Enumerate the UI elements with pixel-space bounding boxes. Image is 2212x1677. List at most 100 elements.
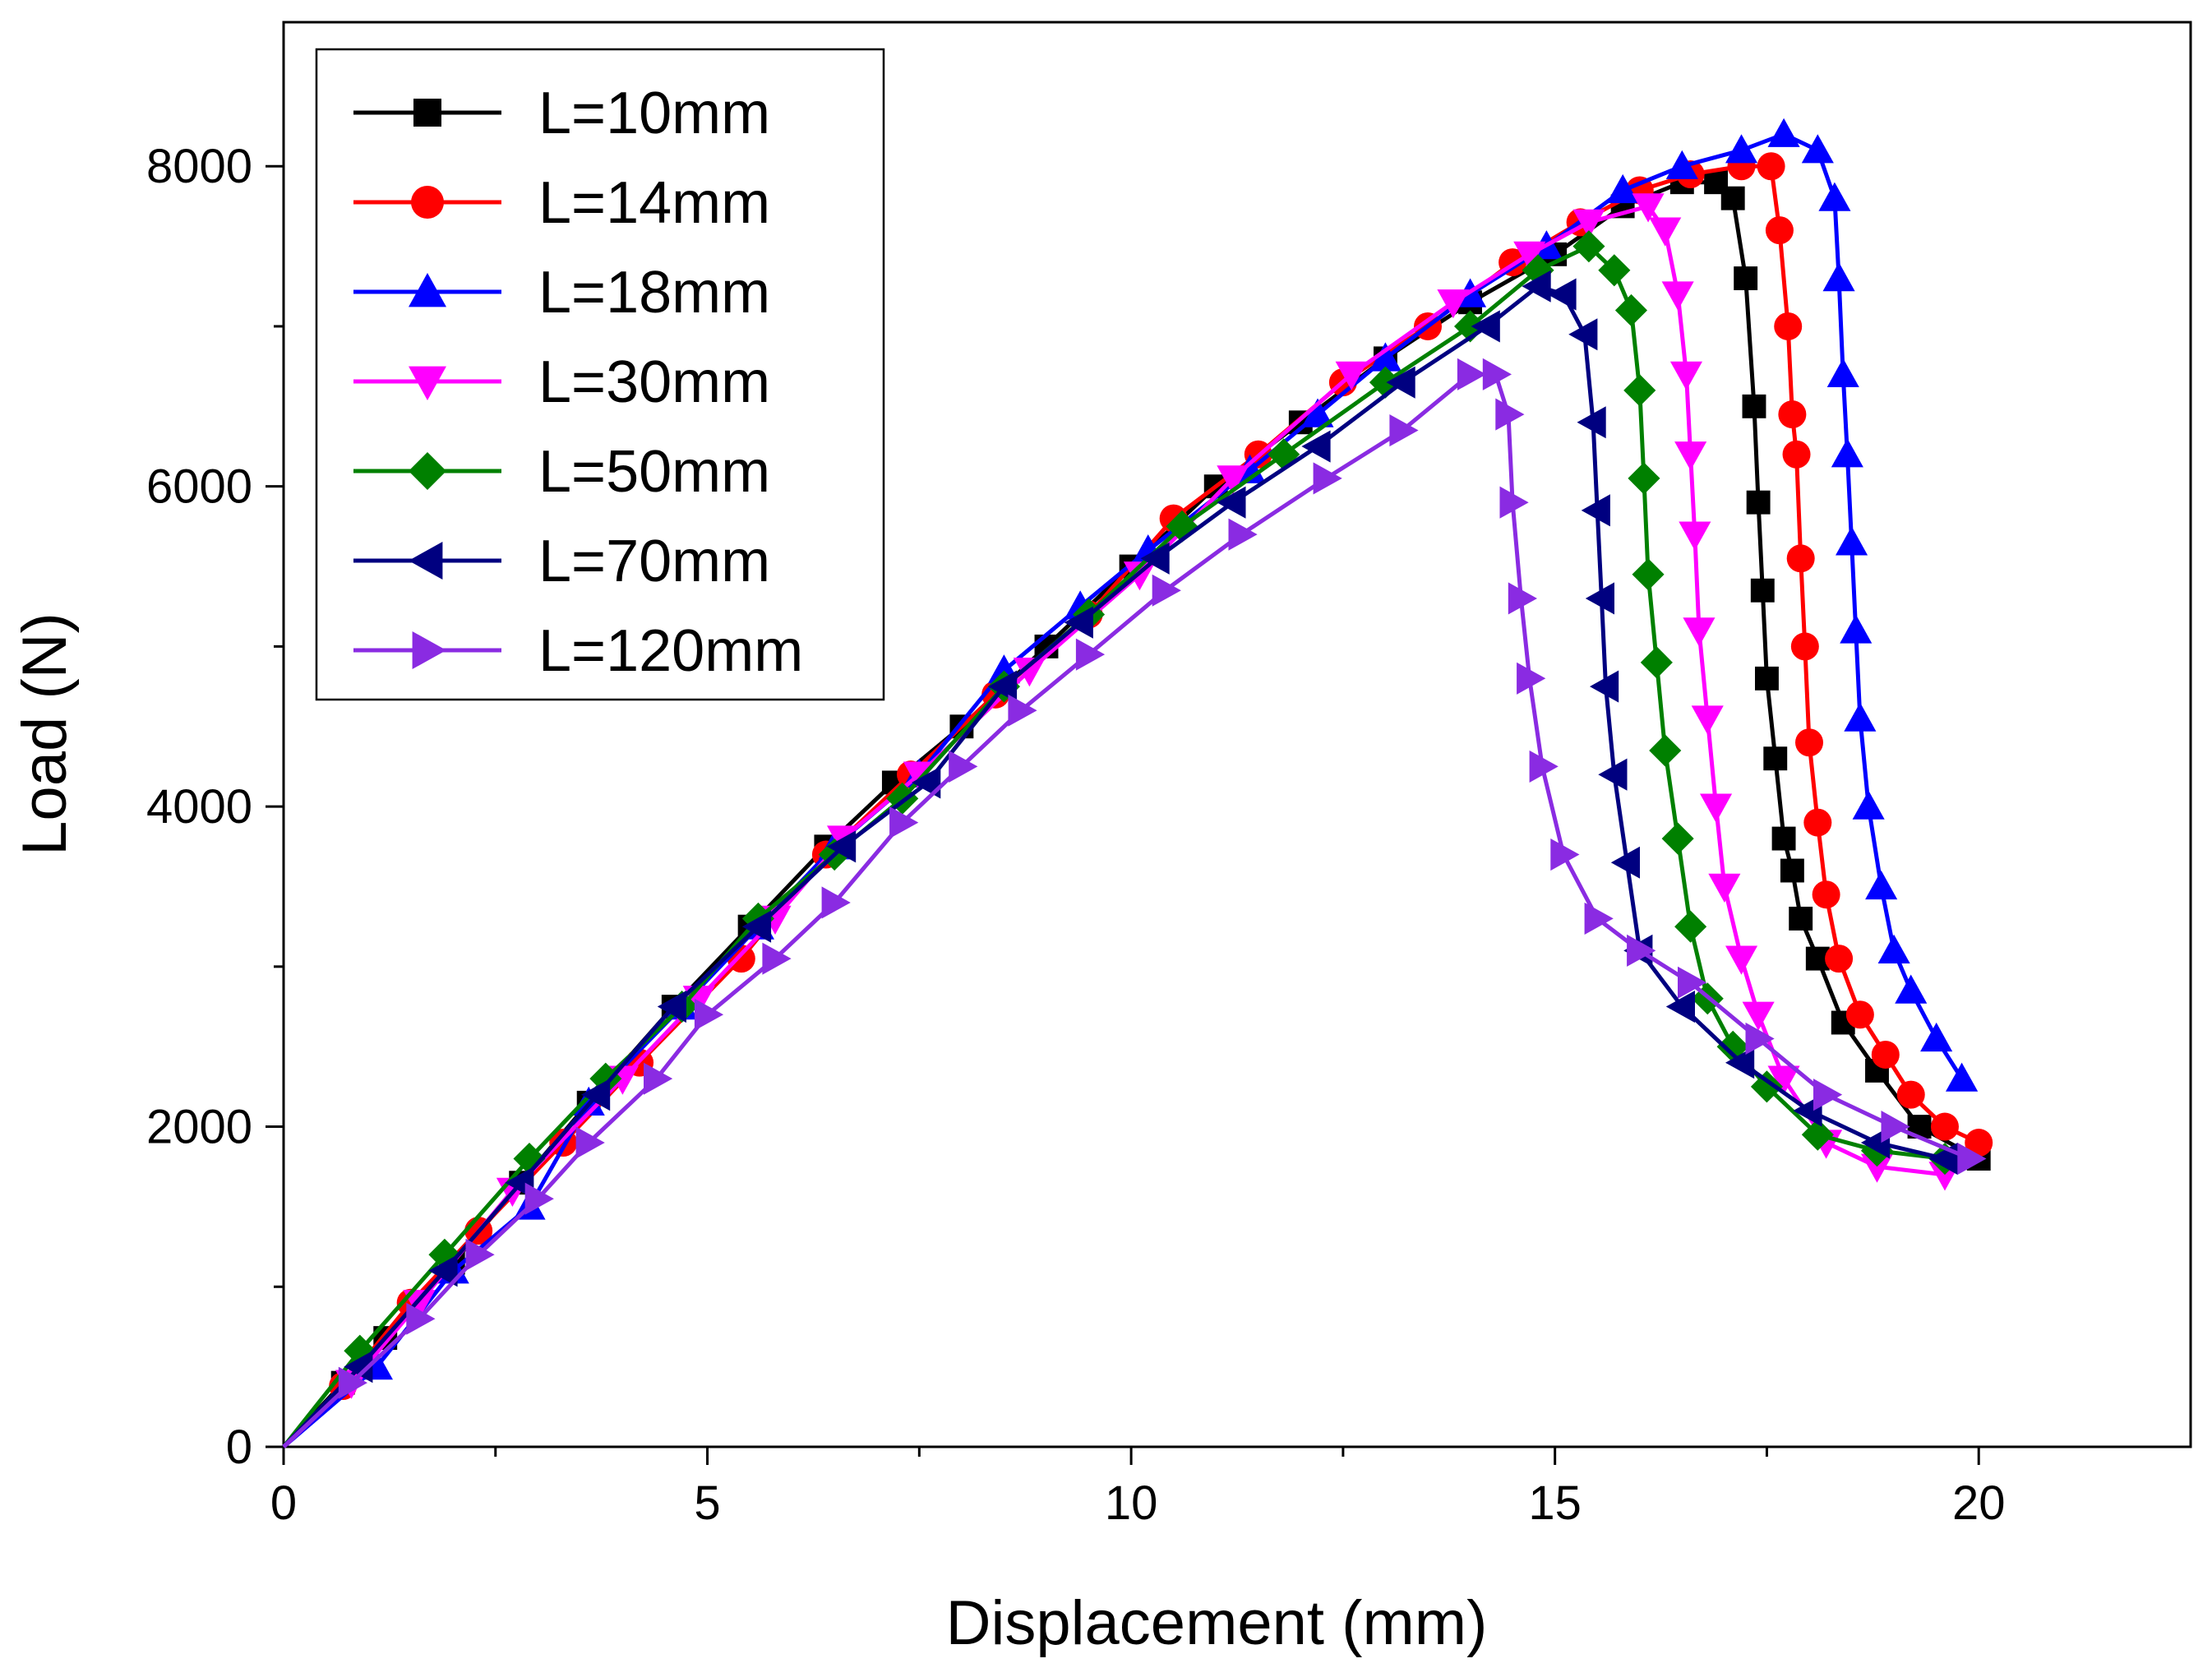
legend-label-1: L=14mm [538, 170, 770, 236]
series-2-point-18 [1665, 150, 1698, 179]
series-6-point-1 [338, 1366, 367, 1399]
series-4-point-15 [1522, 254, 1554, 287]
legend-label-5: L=70mm [538, 529, 770, 594]
series-6-point-6 [644, 1062, 673, 1095]
series-6-point-11 [949, 750, 978, 783]
legend-label-0: L=10mm [538, 81, 770, 146]
series-6-point-14 [1152, 574, 1181, 607]
legend-entry-2: L=18mm [353, 260, 770, 326]
series-2-point-30 [1865, 870, 1898, 900]
plot-frame [282, 21, 2192, 1448]
series-1-point-31 [1845, 1000, 1874, 1029]
legend-entry-0: L=10mm [353, 81, 770, 146]
series-5-point-12 [1217, 486, 1246, 519]
series-0-point-25 [1750, 578, 1775, 603]
series-6-point-4 [524, 1182, 554, 1215]
series-1-point-33 [1896, 1080, 1925, 1109]
series-3-point-10 [1123, 561, 1156, 591]
series-2-point-27 [1840, 614, 1873, 644]
series-6-point-16 [1313, 462, 1342, 495]
series-3-point-15 [1572, 209, 1605, 238]
series-3-point-24 [1700, 793, 1733, 823]
series-3-point-12 [1335, 361, 1368, 390]
x-tick-label-0: 0 [270, 1476, 297, 1530]
series-0-point-22 [1734, 266, 1758, 291]
series-1-point-26 [1790, 632, 1819, 661]
series-1-point-25 [1786, 544, 1815, 573]
series-2-point-24 [1826, 358, 1859, 387]
series-3-point-21 [1679, 521, 1711, 551]
series-4-point-25 [1674, 910, 1707, 943]
legend-marker-3 [409, 366, 446, 400]
legend-entry-4: L=50mm [353, 439, 770, 505]
series-5-point-24 [1610, 846, 1640, 879]
legend-marker-2 [409, 273, 446, 307]
series-2-point-22 [1818, 182, 1851, 211]
x-tick-label-1: 5 [694, 1476, 720, 1530]
legend-label-3: L=30mm [538, 349, 770, 415]
series-5-point-5 [657, 991, 686, 1023]
series-2-point-34 [1946, 1062, 1979, 1092]
series-5-point-19 [1577, 406, 1606, 439]
x-tick-label-4: 20 [1952, 1476, 2006, 1530]
series-4-point-20 [1628, 462, 1660, 495]
series-6-point-32 [1957, 1143, 1987, 1176]
legend-marker-1 [411, 186, 444, 219]
series-1-point-22 [1774, 312, 1803, 340]
series-4-point-21 [1632, 558, 1665, 591]
series-4-point-28 [1750, 1070, 1783, 1103]
series-6-point-26 [1584, 902, 1614, 935]
series-3-point-17 [1649, 217, 1682, 247]
series-4-point-16 [1572, 230, 1605, 263]
series-2-point-23 [1822, 262, 1855, 292]
series-4-point-18 [1614, 293, 1647, 326]
series-5-point-11 [1140, 542, 1170, 575]
series-1-point-29 [1812, 880, 1840, 909]
series-3-point-20 [1674, 441, 1707, 471]
series-6-point-17 [1389, 414, 1419, 447]
series-0-point-26 [1754, 666, 1779, 691]
series-2-point-17 [1606, 173, 1639, 204]
y-tick-label-4: 8000 [146, 140, 252, 193]
series-5-point-13 [1301, 430, 1331, 463]
series-6-point-7 [694, 998, 724, 1031]
series-2-point-29 [1852, 790, 1885, 820]
y-tick-label-0: 0 [226, 1421, 252, 1474]
legend-marker-6 [412, 631, 446, 669]
series-3-point-30 [1860, 1153, 1893, 1183]
series-2-point-31 [1877, 934, 1910, 963]
series-6-point-13 [1075, 638, 1106, 671]
series-6-point-30 [1813, 1079, 1843, 1111]
y-tick-label-1: 2000 [146, 1101, 252, 1154]
series-0-point-24 [1746, 490, 1771, 515]
legend-entry-6: L=120mm [353, 618, 803, 684]
legend-entry-1: L=14mm [353, 170, 770, 236]
series-5-point-4 [581, 1079, 611, 1111]
series-0-point-29 [1780, 858, 1804, 883]
series-3-point-28 [1767, 1065, 1800, 1095]
series-6-point-28 [1678, 966, 1707, 999]
series-3-point-22 [1683, 617, 1716, 647]
series-0-point-28 [1771, 826, 1796, 851]
x-tick-label-2: 10 [1105, 1476, 1158, 1530]
x-axis-label: Displacement (mm) [946, 1588, 1488, 1658]
series-5-point-18 [1568, 318, 1598, 351]
series-4 [282, 230, 1961, 1448]
series-6-point-18 [1457, 358, 1487, 390]
series-2-point-28 [1844, 702, 1877, 732]
axis-ticks: 0 5 10 15 20 0 2000 4000 6000 8000 [146, 140, 2006, 1530]
series-5-point-1 [344, 1351, 373, 1384]
series-6-point-23 [1517, 662, 1546, 695]
series-6-point-29 [1745, 1022, 1775, 1055]
series-3-point-27 [1742, 1001, 1775, 1031]
series-1-point-21 [1765, 216, 1794, 245]
series-6-point-9 [821, 886, 851, 919]
series-4-point-19 [1623, 374, 1656, 407]
series-3-point-14 [1513, 241, 1546, 270]
series-5-point-7 [827, 830, 857, 863]
series-0-point-27 [1763, 746, 1788, 771]
series-1-point-30 [1825, 945, 1854, 973]
series-2-point-33 [1920, 1022, 1953, 1052]
series-3-point-2 [403, 1290, 436, 1319]
series-6-point-15 [1228, 518, 1258, 551]
